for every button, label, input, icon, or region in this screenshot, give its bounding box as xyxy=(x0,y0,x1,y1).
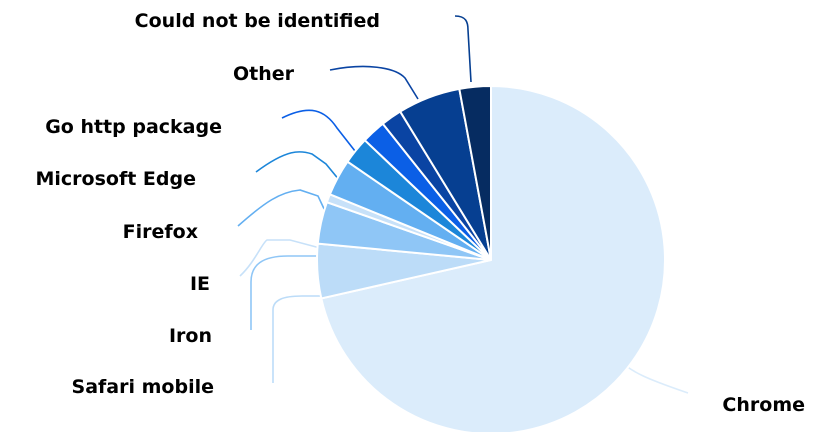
leader-line-microsoft-edge xyxy=(255,150,341,182)
leader-line-go-http-package xyxy=(281,109,356,152)
leader-line-safari-mobile xyxy=(272,295,322,383)
slice-label-other: Other xyxy=(233,63,295,85)
slice-label-firefox: Firefox xyxy=(123,221,198,243)
leader-lines xyxy=(237,15,689,394)
slice-label-go-http-package: Go http package xyxy=(45,116,222,138)
pie-slices xyxy=(316,84,666,432)
pie-slice-unlabeled-9 xyxy=(458,84,492,261)
leader-line-could-not-be-identified xyxy=(454,15,472,83)
slice-label-chrome: Chrome xyxy=(722,394,805,416)
leader-line-ie xyxy=(239,239,321,277)
slice-labels: Chrome Safari mobile Iron IE Firefox Microsof… xyxy=(36,10,806,416)
slice-label-safari-mobile: Safari mobile xyxy=(72,376,214,398)
slice-label-ie: IE xyxy=(190,273,210,295)
leader-line-iron xyxy=(250,255,319,330)
leader-line-firefox xyxy=(237,189,327,227)
slice-label-microsoft-edge: Microsoft Edge xyxy=(36,168,197,190)
slice-label-iron: Iron xyxy=(169,325,212,347)
slice-label-could-not-be-identified: Could not be identified xyxy=(135,10,380,32)
leader-line-other xyxy=(329,65,419,100)
pie-slice-chrome xyxy=(320,84,666,432)
